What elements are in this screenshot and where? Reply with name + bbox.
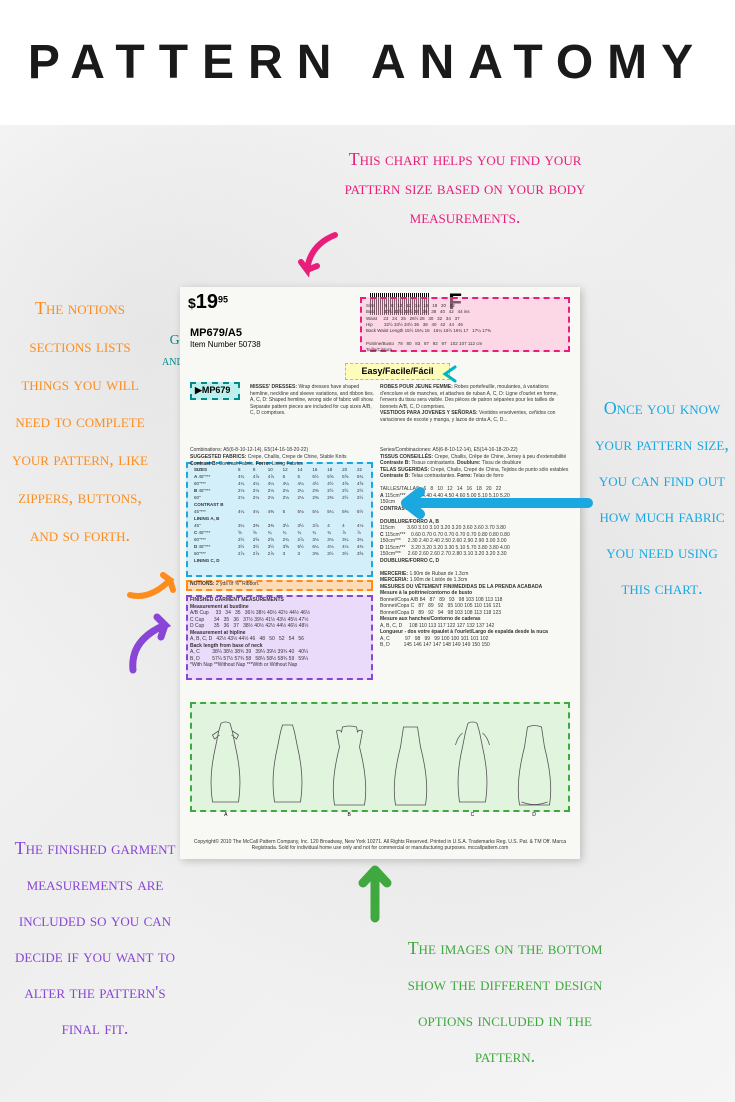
price-whole: 19 xyxy=(196,291,218,313)
title-bar: PATTERN ANATOMY xyxy=(0,0,735,125)
copyright: Copyright© 2010 The McCall Pattern Compa… xyxy=(190,839,570,851)
dress-c: C xyxy=(445,717,500,807)
annotation-fabric-chart: Once you know your pattern size, you can… xyxy=(592,390,732,606)
item-code: MP679/A5 xyxy=(190,327,242,339)
annotation-notions: The notions sections lists things you wi… xyxy=(5,290,155,555)
right-column-text: Series/Combinaciones: A5(6-8-10-12-14), … xyxy=(380,447,570,649)
pattern-envelope: $1995 F MP679/A5 Item Number 50738 Size … xyxy=(180,287,580,859)
arrow-green xyxy=(355,858,395,923)
arrow-orange xyxy=(125,565,180,605)
annotation-design-images: The images on the bottom show the differ… xyxy=(400,930,610,1074)
yardage-table: SIZES6810121416182022 A 45"***4¾4⅞4⅞555½… xyxy=(190,465,370,565)
desc-french: ROBES POUR JEUNE FEMME: Robes portefeuil… xyxy=(380,384,570,423)
price: $1995 xyxy=(188,291,228,314)
arrow-cyan xyxy=(388,488,591,518)
dress-a-back xyxy=(260,717,315,807)
dress-a: A xyxy=(198,717,253,807)
design-illustrations: A B C D xyxy=(195,712,565,807)
combinations: Combinations: A5(6-8-10-12-14), E5(14-16… xyxy=(190,447,308,454)
arrow-teal-small xyxy=(443,365,457,383)
item-number: Item Number 50738 xyxy=(190,340,261,349)
page-title: PATTERN ANATOMY xyxy=(28,35,707,90)
dress-d: D xyxy=(507,717,562,807)
notions-label: NOTIONS: 2 yds of ⅝" Ribbon. xyxy=(190,581,259,588)
highlight-size-chart: Size 6 8 10 12 14 16 18 20 22 Bust 30½ 3… xyxy=(360,297,570,352)
desc-english: MISSES' DRESSES: Wrap dresses have shape… xyxy=(250,384,375,417)
price-symbol: $ xyxy=(188,295,196,311)
finished-label: FINISHED GARMENT MEASUREMENTS Measuremen… xyxy=(190,597,310,669)
highlight-pattern-num: ▶MP679 xyxy=(190,382,240,400)
arrow-purple xyxy=(125,615,185,675)
dress-b: B xyxy=(322,717,377,807)
annotation-size-chart: This chart helps you find your pattern s… xyxy=(325,145,605,231)
annotation-finished-measurements: The finished garment measurements are in… xyxy=(10,830,180,1046)
arrow-pink xyxy=(295,230,345,285)
dress-b-back xyxy=(383,717,438,807)
price-cents: 95 xyxy=(218,294,228,304)
size-chart-content: Size 6 8 10 12 14 16 18 20 22 Bust 30½ 3… xyxy=(362,299,568,357)
highlight-difficulty: Easy/Facile/Fácil xyxy=(345,363,450,380)
